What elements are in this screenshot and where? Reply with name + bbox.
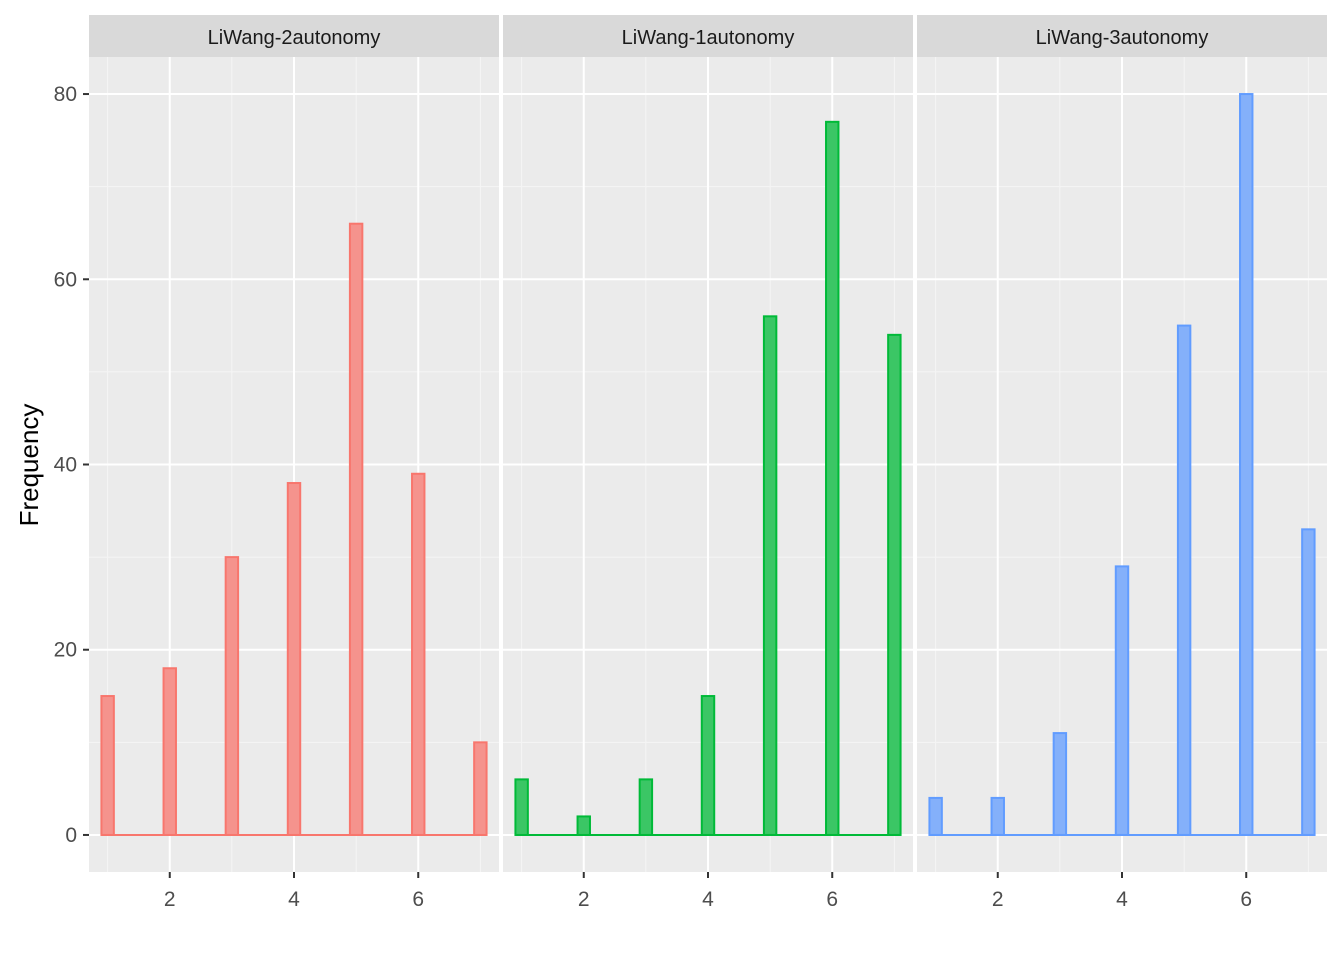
histogram-bar bbox=[762, 315, 778, 836]
x-tick-label: 2 bbox=[164, 888, 176, 911]
histogram-bar bbox=[1176, 324, 1192, 836]
y-tick-label: 40 bbox=[54, 454, 77, 477]
histogram-bar bbox=[286, 482, 302, 836]
histogram-bar bbox=[411, 472, 426, 836]
histogram-bar bbox=[473, 741, 488, 836]
x-tick-label: 4 bbox=[702, 888, 714, 911]
y-tick-label: 60 bbox=[54, 268, 77, 291]
histogram-bar bbox=[825, 120, 840, 836]
histogram-bar bbox=[1114, 565, 1130, 836]
facet-strip bbox=[503, 15, 913, 57]
histogram-bar bbox=[928, 796, 943, 836]
x-tick-label: 6 bbox=[826, 888, 838, 911]
panel-3: LiWang-3autonomy 2 4 6 bbox=[917, 15, 1327, 911]
panel-1: LiWang-2autonomy 2 4 6 bbox=[89, 15, 499, 911]
x-tick-label: 4 bbox=[1116, 888, 1128, 911]
histogram-bar bbox=[100, 695, 115, 836]
histogram-bar bbox=[162, 667, 177, 836]
y-tick-label: 20 bbox=[54, 639, 77, 662]
histogram-bar bbox=[576, 815, 591, 836]
facet-strip-label: LiWang-1autonomy bbox=[622, 27, 795, 49]
histogram-bar bbox=[990, 796, 1005, 836]
histogram-bar bbox=[348, 222, 364, 836]
histogram-bar bbox=[514, 778, 529, 836]
facet-strip-label: LiWang-2autonomy bbox=[208, 27, 381, 49]
histogram-bar bbox=[1301, 528, 1316, 836]
x-tick-label: 2 bbox=[992, 888, 1004, 911]
x-tick-label: 2 bbox=[578, 888, 590, 911]
histogram-bar bbox=[1239, 93, 1254, 836]
panel-2: LiWang-1autonomy 2 4 6 bbox=[503, 15, 913, 911]
histogram-bar bbox=[700, 695, 716, 836]
histogram-bar bbox=[887, 333, 902, 836]
x-tick-label: 6 bbox=[1240, 888, 1252, 911]
x-tick-label: 4 bbox=[288, 888, 300, 911]
histogram-bar bbox=[638, 778, 654, 836]
facet-strip bbox=[917, 15, 1327, 57]
facet-strip bbox=[89, 15, 499, 57]
y-tick-label: 80 bbox=[54, 83, 77, 106]
y-axis-label: Frequency bbox=[14, 404, 44, 527]
histogram-bar bbox=[224, 556, 240, 836]
histogram-bar bbox=[1052, 732, 1068, 836]
x-tick-label: 6 bbox=[412, 888, 424, 911]
y-tick-label: 0 bbox=[65, 824, 77, 847]
facet-strip-label: LiWang-3autonomy bbox=[1036, 27, 1209, 49]
